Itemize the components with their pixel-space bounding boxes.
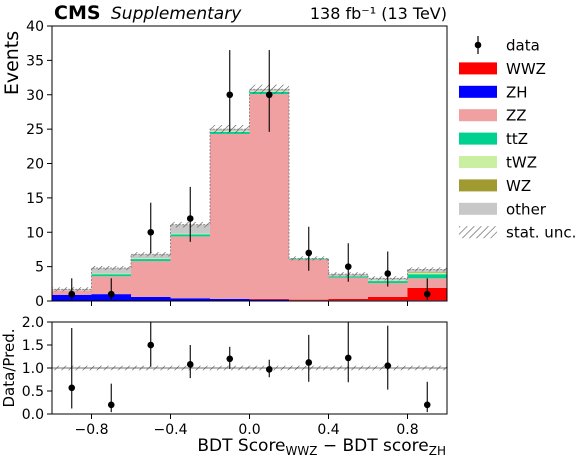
- supplementary-label: Supplementary: [111, 4, 242, 24]
- x-axis-label-sub-wwz: WWZ: [286, 444, 318, 456]
- stack-bar-zh: [131, 296, 171, 301]
- ratio-point: [107, 401, 115, 409]
- stack-bar-wwz: [328, 298, 368, 301]
- x-tick-label: −0.8: [75, 422, 109, 438]
- ratio-point: [186, 361, 194, 368]
- main-x-ticks: [91, 301, 408, 306]
- legend-label-stat-unc: stat. unc.: [506, 224, 576, 242]
- stack-bar-ttz: [407, 274, 447, 279]
- stack-bar-zh: [170, 298, 210, 301]
- data-point: [68, 290, 76, 298]
- ratio-point: [226, 355, 234, 363]
- x-tick-label: −0.4: [154, 422, 188, 438]
- y-tick-label: 0: [35, 294, 44, 310]
- data-point: [186, 215, 194, 222]
- data-point: [147, 228, 155, 236]
- stacked-histogram: [52, 89, 447, 301]
- stack-bar-ttz: [91, 274, 131, 277]
- y-tick-label: 35: [26, 53, 44, 69]
- ratio-point: [344, 354, 352, 362]
- y-axis-label: Events: [1, 31, 23, 95]
- legend-label-twz: tWZ: [506, 154, 537, 172]
- ratio-y-tick-label: 2.0: [22, 315, 44, 331]
- x-axis-label: BDT ScoreWWZ − BDT scoreZH: [197, 436, 446, 456]
- x-tick-label: 0.8: [396, 422, 418, 438]
- stack-bar-ttz: [131, 259, 171, 262]
- legend-swatch-wwz: [459, 62, 497, 75]
- legend-marker-data: [474, 41, 482, 49]
- stack-bar-twz: [91, 273, 131, 275]
- ratio-point: [147, 341, 155, 349]
- legend-label-other: other: [506, 200, 547, 218]
- legend-swatch-stat-unc: [459, 226, 497, 239]
- stack-bar-zz: [368, 283, 408, 297]
- data-point: [423, 290, 431, 298]
- ratio-y-tick-label: 1.0: [22, 361, 44, 377]
- legend: data WWZ ZH ZZ ttZ tWZ WZ other stat. unc.: [459, 36, 576, 242]
- ratio-stat-unc-band: [52, 365, 447, 371]
- ratio-y-axis-label: Data/Pred.: [0, 328, 18, 407]
- main-y-axis: 0 5 10 15 20 25 30 35 40: [26, 19, 52, 310]
- y-tick-label: 40: [26, 19, 44, 35]
- ratio-points: [68, 322, 431, 413]
- stack-bar-zh: [249, 299, 289, 301]
- lumi-label: 138 fb⁻¹ (13 TeV): [310, 4, 447, 23]
- stack-bar-zz: [210, 133, 250, 299]
- stack-bar-zh: [210, 298, 250, 301]
- legend-swatch-ttz: [459, 132, 497, 145]
- ratio-x-axis: −0.8 −0.4 0.0 0.4 0.8: [75, 414, 419, 438]
- legend-label-ttz: ttZ: [506, 130, 528, 148]
- stack-bar-zz: [131, 261, 171, 297]
- legend-label-zh: ZH: [506, 83, 528, 101]
- data-point: [384, 270, 392, 277]
- stack-bar-wwz: [249, 298, 289, 300]
- y-tick-label: 5: [35, 260, 44, 276]
- legend-swatch-wz: [459, 179, 497, 192]
- stack-bar-zz: [170, 236, 210, 299]
- data-point: [107, 290, 115, 298]
- ratio-point: [384, 362, 392, 370]
- data-point: [344, 263, 352, 270]
- ratio-y-axis: 0.0 0.5 1.0 1.5 2.0: [22, 315, 52, 423]
- ratio-y-tick-label: 0.5: [22, 384, 44, 400]
- x-axis-label-main: BDT Score: [197, 436, 285, 456]
- ratio-y-tick-label: 1.5: [22, 338, 44, 354]
- stack-bar-twz: [407, 272, 447, 275]
- y-tick-label: 25: [26, 122, 44, 138]
- ratio-point: [423, 401, 431, 409]
- data-points: [68, 50, 431, 300]
- x-axis-label-sub-zh: ZH: [429, 444, 446, 456]
- experiment-label: CMS: [54, 2, 101, 24]
- y-tick-label: 15: [26, 191, 44, 207]
- y-tick-label: 30: [26, 88, 44, 104]
- legend-swatch-twz: [459, 156, 497, 168]
- x-tick-label: 0.0: [238, 422, 260, 438]
- legend-swatch-zz: [459, 109, 497, 122]
- ratio-point: [305, 359, 313, 366]
- ratio-point: [68, 384, 76, 392]
- legend-swatch-zh: [459, 85, 497, 98]
- legend-swatch-other: [459, 202, 497, 215]
- x-tick-label: 0.4: [317, 422, 339, 438]
- stack-bar-zz: [328, 277, 368, 299]
- stack-bar-other: [91, 268, 131, 274]
- stack-bar-wwz: [368, 296, 408, 301]
- y-tick-label: 10: [26, 225, 44, 241]
- stack-bar-wwz: [289, 299, 329, 301]
- legend-label-wz: WZ: [506, 177, 531, 195]
- data-point: [305, 249, 313, 257]
- legend-label-wwz: WWZ: [506, 60, 546, 78]
- x-axis-label-operator: − BDT score: [317, 436, 428, 456]
- ratio-y-tick-label: 0.0: [22, 407, 44, 423]
- legend-label-data: data: [506, 37, 540, 55]
- ratio-point: [265, 366, 273, 373]
- data-point: [226, 91, 234, 99]
- stack-bar-twz: [131, 258, 171, 260]
- data-point: [265, 91, 273, 99]
- stack-bar-wz: [407, 272, 447, 273]
- y-tick-label: 20: [26, 157, 44, 173]
- legend-label-zz: ZZ: [506, 107, 527, 125]
